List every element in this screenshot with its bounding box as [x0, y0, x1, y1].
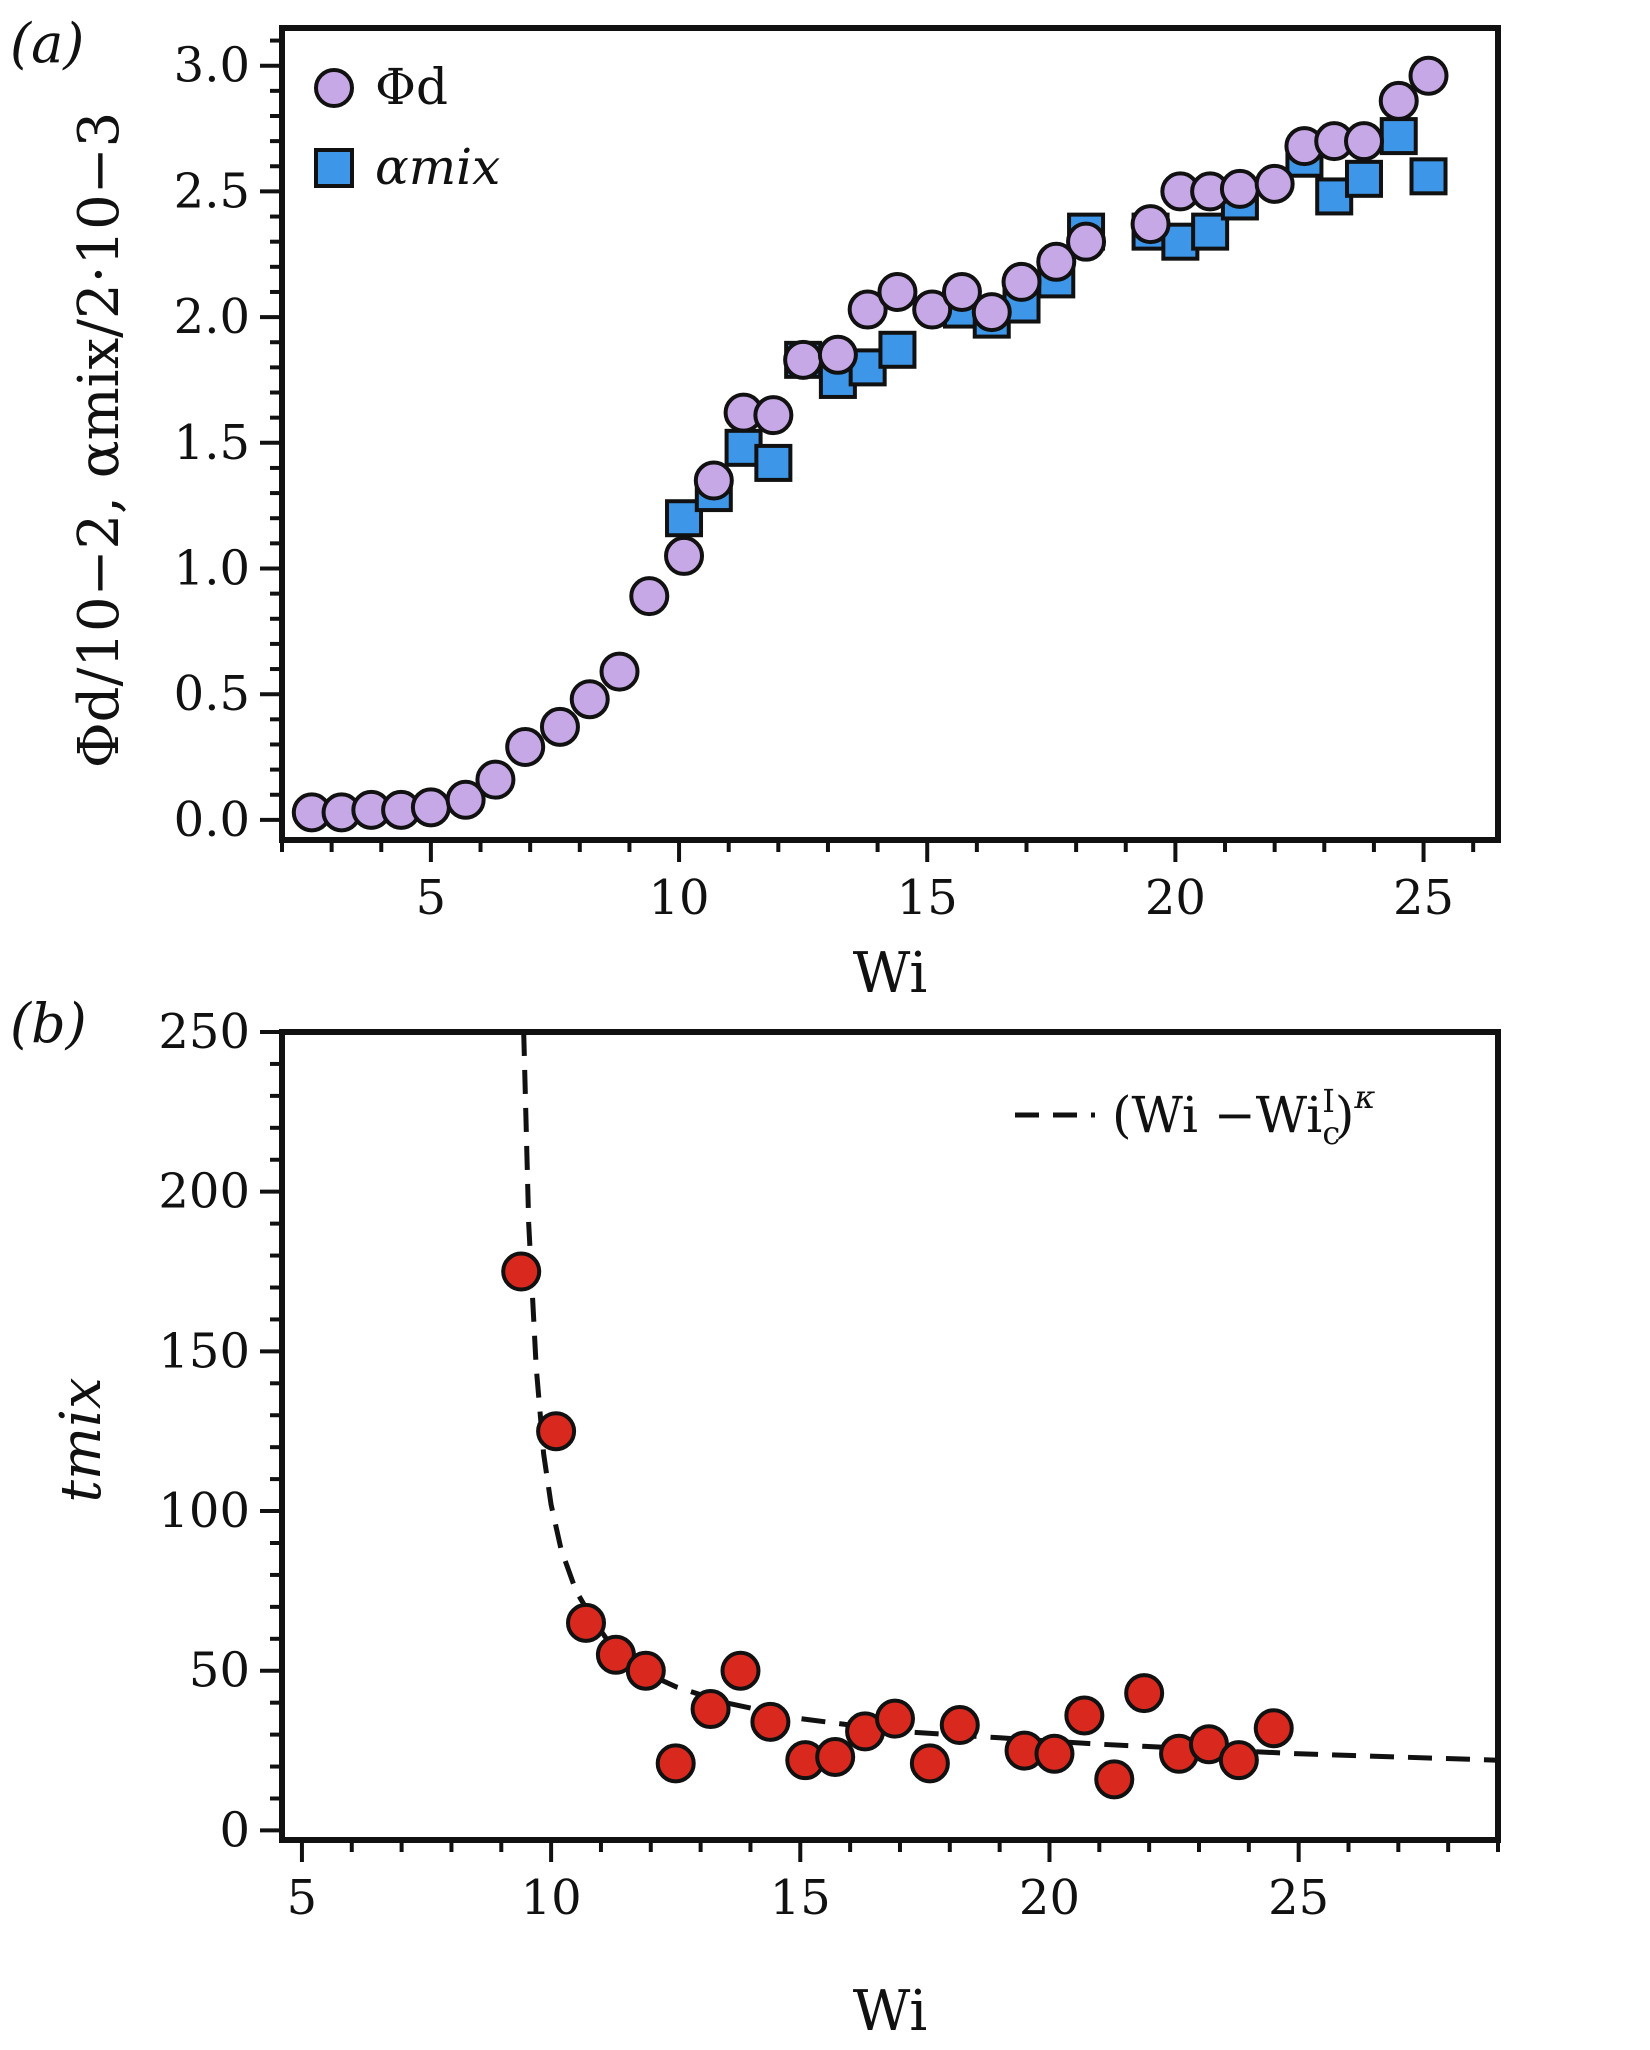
phi-point: [1408, 55, 1449, 96]
phi-point: [1343, 121, 1384, 162]
alpha-point: [1344, 159, 1383, 198]
panel-b-label: (b): [10, 992, 87, 1055]
phi-point: [664, 535, 705, 576]
panel-b-ytick-label: 100: [158, 1483, 250, 1539]
panel-a-phi-series: [291, 55, 1449, 833]
phi-point: [971, 292, 1012, 333]
panel-a-frame: [279, 25, 1501, 843]
tmix-point: [1034, 1733, 1075, 1774]
panel-a-xtick-label: 5: [416, 870, 447, 926]
tmix-point: [690, 1689, 731, 1730]
tmix-point: [501, 1251, 542, 1292]
panel-b-ytick-label: 0: [219, 1802, 250, 1858]
phi-point: [1130, 204, 1171, 245]
phi-point: [1254, 163, 1295, 204]
alpha-point: [1379, 117, 1418, 156]
tmix-point: [1253, 1708, 1294, 1749]
tmix-point: [815, 1736, 856, 1777]
phi-point: [505, 726, 546, 767]
panel-b-xtick-label: 25: [1268, 1870, 1329, 1926]
panel-b-frame: [279, 1029, 1501, 1843]
legend-marker-alpha: [314, 148, 354, 188]
panel-a-ytick-label: 1.0: [174, 540, 250, 596]
tmix-point: [536, 1411, 577, 1452]
legend-label-phi: Φd: [375, 58, 448, 116]
alpha-point: [1409, 157, 1448, 196]
panel-a-xtick-label: 25: [1393, 870, 1454, 926]
tmix-point: [1218, 1740, 1259, 1781]
panel-a-xlabel: Wi: [853, 941, 927, 1006]
panel-a-alpha-series: [665, 117, 1448, 538]
phi-point: [1001, 261, 1042, 302]
phi-point: [783, 339, 824, 380]
panel-b-ytick-label: 250: [158, 1004, 250, 1060]
phi-point: [445, 779, 486, 820]
phi-point: [847, 289, 888, 330]
panel-b-ytick-label: 50: [189, 1643, 250, 1699]
tmix-point: [939, 1705, 980, 1746]
panel-a-ytick-label: 0.5: [174, 666, 250, 722]
phi-point: [569, 679, 610, 720]
phi-point: [941, 271, 982, 312]
panel-a-ytick-label: 1.5: [174, 415, 250, 471]
tmix-point: [1064, 1695, 1105, 1736]
panel-b-xtick-label: 20: [1019, 1870, 1080, 1926]
panel-b-tmix-series: [501, 1251, 1294, 1800]
panel-a-axes: 5 10 15 20 25 0.0 0.5 1.0 1.5 2.0 2.5 3.0: [174, 38, 1476, 926]
phi-point: [817, 334, 858, 375]
phi-point: [599, 651, 640, 692]
panel-a: (a) 5 10 15 20 25 0.0 0.5 1.0 1.5 2.0 2.5 3.0 Φd αm…: [10, 12, 1501, 1006]
tmix-point: [625, 1650, 666, 1691]
tmix-point: [1094, 1759, 1135, 1800]
alpha-point: [878, 330, 917, 369]
phi-point: [877, 271, 918, 312]
panel-b-xtick-label: 15: [770, 1870, 831, 1926]
alpha-point: [754, 443, 793, 482]
panel-b-ylabel: tmix: [49, 1377, 114, 1502]
panel-a-xtick-label: 10: [649, 870, 710, 926]
panel-b-xtick-label: 10: [521, 1870, 582, 1926]
tmix-point: [566, 1602, 606, 1643]
tmix-point: [720, 1650, 761, 1691]
panel-b-legend: (Wi −WicI)κ: [1015, 1078, 1375, 1152]
legend-label-alpha: αmix: [375, 138, 500, 196]
panel-a-ylabel: Φd/10−2, αmix/2·10−3: [67, 112, 132, 769]
panel-a-ytick-label: 2.5: [174, 163, 250, 219]
tmix-point: [874, 1698, 915, 1739]
panel-a-label: (a): [10, 12, 84, 75]
panel-b-xtick-label: 5: [287, 1870, 318, 1926]
phi-point: [539, 706, 580, 747]
phi-point: [1378, 80, 1419, 121]
panel-a-ytick-label: 3.0: [174, 38, 250, 94]
panel-b-ytick-label: 200: [158, 1164, 250, 1220]
panel-a-xtick-label: 20: [1145, 870, 1206, 926]
phi-point: [753, 395, 794, 436]
tmix-point: [1124, 1673, 1165, 1714]
panel-a-xtick-label: 15: [897, 870, 958, 926]
phi-point: [1066, 221, 1107, 262]
legend-label-fit: (Wi −WicI)κ: [1112, 1078, 1375, 1152]
phi-point: [1036, 241, 1077, 282]
tmix-point: [750, 1701, 791, 1742]
panel-a-legend: Φd αmix: [314, 58, 500, 196]
phi-point: [410, 787, 451, 828]
phi-point: [629, 576, 670, 617]
tmix-point: [909, 1743, 950, 1784]
phi-point: [1219, 168, 1260, 209]
panel-a-ytick-label: 2.0: [174, 289, 250, 345]
panel-b-ytick-label: 150: [158, 1323, 250, 1379]
panel-a-ytick-label: 0.0: [174, 792, 250, 848]
phi-point: [693, 460, 734, 501]
legend-marker-phi: [314, 68, 354, 108]
phi-point: [475, 759, 516, 800]
tmix-point: [655, 1743, 696, 1784]
phi-point: [912, 289, 953, 330]
panel-b-xlabel: Wi: [853, 1979, 927, 2044]
